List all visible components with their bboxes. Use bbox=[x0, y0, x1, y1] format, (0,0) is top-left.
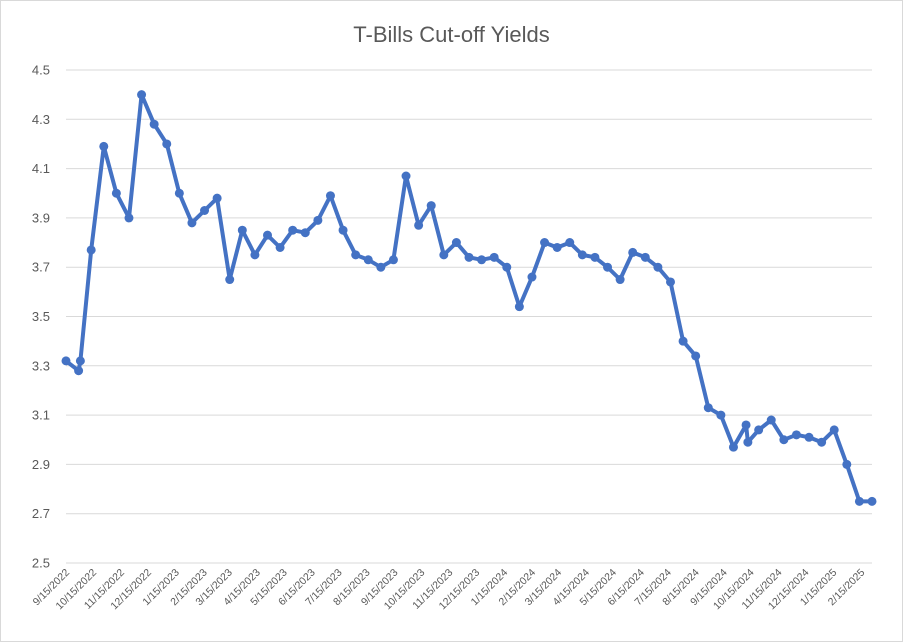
data-point bbox=[338, 225, 348, 235]
data-point bbox=[250, 250, 260, 260]
data-point bbox=[615, 275, 625, 285]
y-tick-label: 3.7 bbox=[32, 260, 50, 275]
y-tick-label: 2.7 bbox=[32, 506, 50, 521]
data-point bbox=[149, 119, 159, 129]
data-point bbox=[451, 238, 461, 248]
x-axis-ticks: 9/15/202210/15/202211/15/202212/15/20221… bbox=[31, 567, 868, 613]
chart-title: T-Bills Cut-off Yields bbox=[353, 22, 550, 47]
data-point bbox=[540, 238, 550, 248]
data-point bbox=[565, 238, 575, 248]
y-tick-label: 4.1 bbox=[32, 161, 50, 176]
data-point bbox=[74, 366, 84, 376]
data-point bbox=[691, 351, 701, 361]
data-point bbox=[867, 496, 877, 506]
data-point bbox=[388, 255, 398, 265]
data-point bbox=[640, 252, 650, 262]
data-point bbox=[766, 415, 776, 425]
data-point bbox=[111, 188, 121, 198]
data-point bbox=[401, 171, 411, 181]
data-point bbox=[678, 336, 688, 346]
data-point bbox=[86, 245, 96, 255]
data-point bbox=[237, 225, 247, 235]
data-point bbox=[187, 218, 197, 228]
data-point bbox=[137, 90, 147, 100]
data-point bbox=[590, 252, 600, 262]
y-tick-label: 4.3 bbox=[32, 112, 50, 127]
data-point bbox=[703, 403, 713, 413]
data-point bbox=[842, 459, 852, 469]
y-tick-label: 2.5 bbox=[32, 556, 50, 571]
data-point bbox=[414, 220, 424, 230]
data-point bbox=[300, 228, 310, 238]
data-point bbox=[477, 255, 487, 265]
y-tick-label: 3.1 bbox=[32, 408, 50, 423]
data-point bbox=[743, 437, 753, 447]
data-point bbox=[817, 437, 827, 447]
data-point bbox=[603, 262, 613, 272]
data-point bbox=[325, 191, 335, 201]
data-point bbox=[804, 432, 814, 442]
data-point bbox=[288, 225, 298, 235]
data-point bbox=[75, 356, 85, 366]
data-point bbox=[363, 255, 373, 265]
data-point bbox=[200, 206, 210, 216]
y-tick-label: 4.5 bbox=[32, 63, 50, 78]
data-point bbox=[313, 215, 323, 225]
data-point bbox=[212, 193, 222, 203]
y-tick-label: 3.5 bbox=[32, 309, 50, 324]
data-point bbox=[489, 252, 499, 262]
data-point bbox=[791, 430, 801, 440]
data-point bbox=[527, 272, 537, 282]
data-point bbox=[376, 262, 386, 272]
data-points bbox=[61, 90, 877, 506]
data-point bbox=[728, 442, 738, 452]
data-point bbox=[162, 139, 172, 149]
data-point bbox=[577, 250, 587, 260]
data-point bbox=[552, 242, 562, 252]
data-point bbox=[854, 496, 864, 506]
data-point bbox=[225, 275, 235, 285]
data-point bbox=[829, 425, 839, 435]
data-point bbox=[628, 247, 638, 257]
data-point bbox=[716, 410, 726, 420]
y-axis-ticks: 2.5 2.7 2.9 3.1 3.3 3.5 3.7 3.9 4.1 4.3 4.5 bbox=[32, 63, 50, 571]
data-point bbox=[351, 250, 361, 260]
data-point bbox=[124, 213, 134, 223]
data-point bbox=[754, 425, 764, 435]
data-point bbox=[502, 262, 512, 272]
data-point bbox=[99, 141, 109, 151]
data-point bbox=[61, 356, 71, 366]
data-point bbox=[653, 262, 663, 272]
data-point bbox=[741, 420, 751, 430]
y-tick-label: 3.3 bbox=[32, 358, 50, 373]
data-point bbox=[174, 188, 184, 198]
data-point bbox=[263, 230, 272, 240]
data-point bbox=[426, 201, 436, 211]
y-tick-label: 3.9 bbox=[32, 210, 50, 225]
data-point bbox=[439, 250, 449, 260]
gridlines bbox=[66, 69, 872, 564]
data-point bbox=[666, 277, 675, 287]
data-point bbox=[464, 252, 474, 262]
data-point bbox=[779, 435, 789, 445]
data-point bbox=[514, 302, 524, 312]
data-point bbox=[275, 242, 285, 252]
y-tick-label: 2.9 bbox=[32, 457, 50, 472]
